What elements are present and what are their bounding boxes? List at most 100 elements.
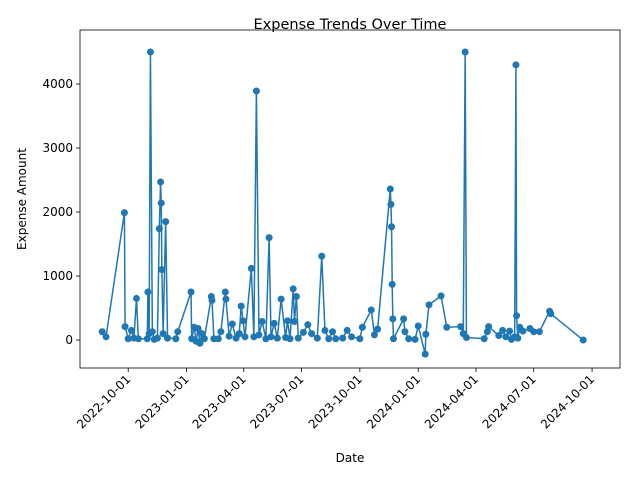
data-point (425, 301, 433, 309)
data-point (255, 331, 263, 339)
x-tick-label: 2023-01-01 (133, 372, 192, 431)
data-point (308, 330, 316, 338)
data-point (547, 310, 555, 318)
data-point (495, 332, 503, 340)
x-tick-label: 2023-10-01 (306, 372, 365, 431)
data-point (292, 293, 300, 301)
data-point (579, 336, 587, 344)
data-point (247, 264, 255, 272)
data-point (332, 335, 340, 343)
data-point (325, 335, 333, 343)
data-point (530, 328, 538, 336)
data-point (237, 302, 245, 310)
data-point (387, 200, 395, 208)
data-point (457, 323, 465, 331)
data-point (289, 285, 297, 293)
y-tick-label: 1000 (42, 269, 73, 283)
data-point (194, 325, 202, 333)
data-point (159, 330, 167, 338)
data-point (348, 333, 356, 341)
y-tick-label: 3000 (42, 141, 73, 155)
data-point (437, 292, 445, 300)
data-point (421, 350, 429, 358)
x-axis-label: Date (336, 451, 365, 465)
data-point (535, 328, 543, 336)
data-point (157, 178, 165, 186)
data-point (120, 209, 128, 217)
data-point (358, 323, 366, 331)
data-point (267, 333, 275, 341)
data-point (162, 218, 170, 226)
data-point (132, 294, 140, 302)
data-point (196, 339, 204, 347)
plot-frame (79, 29, 621, 369)
data-point (144, 288, 152, 296)
data-point (157, 199, 165, 207)
data-point (290, 317, 298, 325)
data-point (461, 48, 469, 56)
x-tick-label: 2024-07-01 (480, 372, 539, 431)
data-point (499, 326, 507, 334)
y-tick-label: 2000 (42, 205, 73, 219)
data-point (462, 333, 470, 341)
data-point (374, 325, 382, 333)
chart-title: Expense Trends Over Time (254, 17, 447, 33)
data-point (148, 328, 156, 336)
data-point (339, 334, 347, 342)
data-point (102, 333, 110, 341)
y-tick-label: 4000 (42, 77, 73, 91)
data-point (388, 280, 396, 288)
data-point (286, 335, 294, 343)
x-tick-label: 2023-07-01 (247, 372, 306, 431)
data-point (214, 335, 222, 343)
data-point (405, 335, 413, 343)
data-point (386, 185, 394, 193)
data-point (313, 334, 321, 342)
data-point (502, 333, 510, 341)
data-point (519, 327, 527, 335)
data-point (208, 296, 216, 304)
data-point (258, 317, 266, 325)
data-point (343, 326, 351, 334)
data-point (265, 234, 273, 242)
data-point (299, 328, 307, 336)
data-point (252, 87, 260, 95)
data-point (146, 48, 154, 56)
data-point (127, 326, 135, 334)
data-point (304, 321, 312, 329)
data-point (443, 323, 451, 331)
data-point (187, 288, 195, 296)
x-tick-label: 2024-04-01 (422, 372, 481, 431)
data-point (134, 335, 142, 343)
y-tick-label: 0 (65, 333, 73, 347)
data-point (239, 317, 247, 325)
data-point (370, 331, 378, 339)
x-tick-label: 2022-10-01 (74, 372, 133, 431)
data-point (164, 334, 172, 342)
data-point (356, 335, 364, 343)
data-point (228, 320, 236, 328)
data-point (485, 323, 493, 331)
data-point (235, 330, 243, 338)
data-point (401, 328, 409, 336)
data-point (389, 335, 397, 343)
data-point (241, 333, 249, 341)
data-point (98, 328, 106, 336)
data-point (389, 315, 397, 323)
data-point (121, 323, 129, 331)
data-point (221, 288, 229, 296)
data-point (273, 334, 281, 342)
data-point (270, 319, 278, 327)
data-point (124, 335, 132, 343)
data-point (506, 327, 514, 335)
data-point (388, 223, 396, 231)
data-point (225, 332, 233, 340)
data-point (422, 330, 430, 338)
data-point (153, 334, 161, 342)
data-point (174, 328, 182, 336)
data-point (217, 328, 225, 336)
data-point (367, 306, 375, 314)
x-tick-label: 2024-10-01 (538, 372, 597, 431)
data-point (329, 328, 337, 336)
